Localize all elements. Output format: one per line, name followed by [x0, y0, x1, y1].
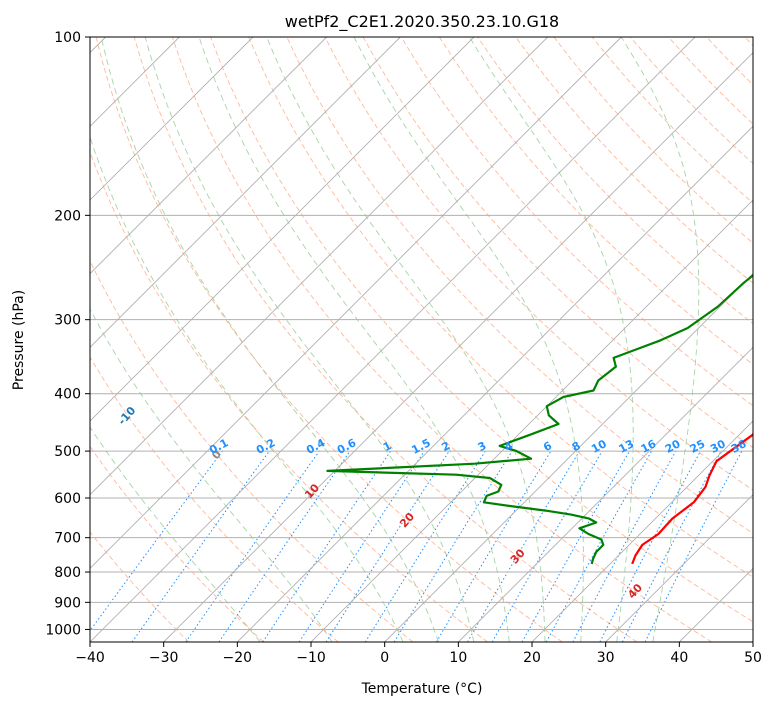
x-tick-label: −30 [149, 650, 179, 666]
y-tick-label: 700 [54, 531, 81, 547]
y-tick-label: 600 [54, 491, 81, 507]
y-tick-label: 500 [54, 444, 81, 460]
x-tick-label: −40 [75, 650, 105, 666]
x-tick-label: 40 [670, 650, 688, 666]
y-tick-label: 800 [54, 565, 81, 581]
y-tick-label: 1000 [45, 622, 81, 638]
y-tick-label: 300 [54, 313, 81, 329]
x-tick-label: 50 [744, 650, 762, 666]
y-tick-label: 100 [54, 30, 81, 46]
x-tick-label: 10 [449, 650, 467, 666]
x-tick-label: 0 [380, 650, 389, 666]
y-axis-label: Pressure (hPa) [11, 290, 27, 390]
y-tick-label: 200 [54, 208, 81, 224]
x-tick-label: 30 [597, 650, 615, 666]
y-tick-label: 900 [54, 595, 81, 611]
x-tick-label: −10 [296, 650, 326, 666]
x-tick-label: −20 [223, 650, 253, 666]
y-tick-label: 400 [54, 387, 81, 403]
x-tick-label: 20 [523, 650, 541, 666]
chart-title: wetPf2_C2E1.2020.350.23.10.G18 [285, 12, 559, 32]
x-axis-label: Temperature (°C) [361, 681, 483, 697]
